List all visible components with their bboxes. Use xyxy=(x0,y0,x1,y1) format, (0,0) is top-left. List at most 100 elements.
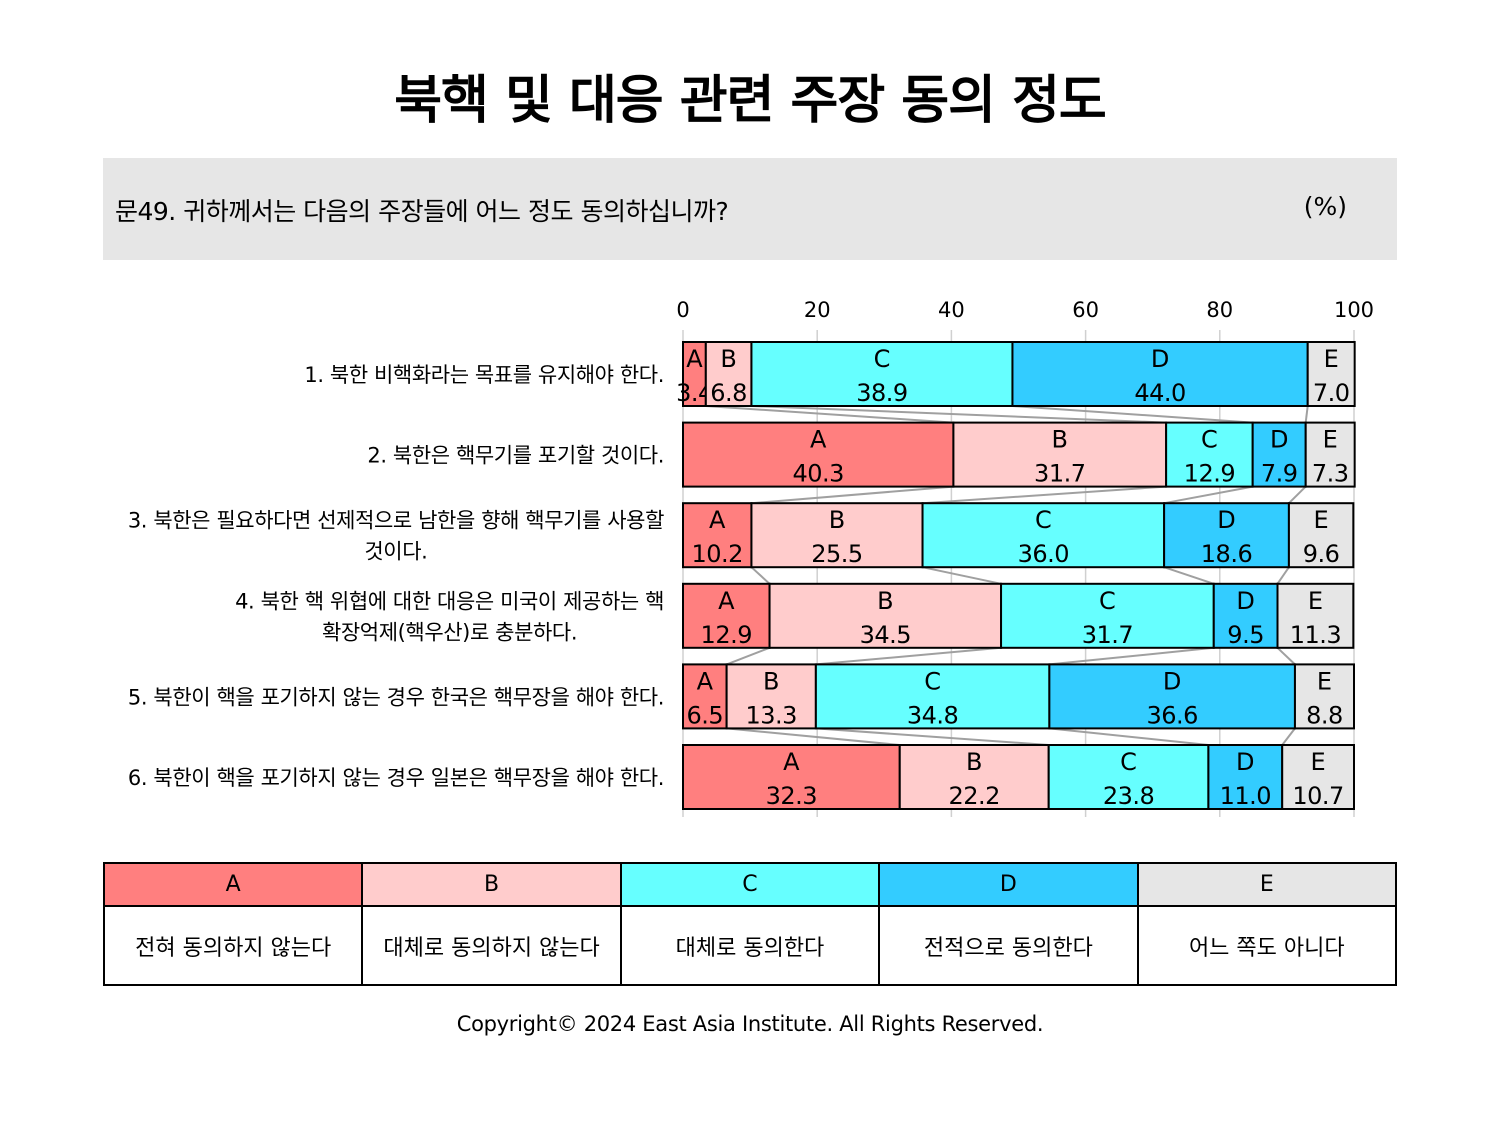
bar-value-label: 18.6 xyxy=(1201,540,1252,568)
category-label: 것이다. xyxy=(364,540,427,564)
category-label: 5. 북한이 핵을 포기하지 않는 경우 한국은 핵무장을 해야 한다. xyxy=(128,685,664,709)
copyright-notice: Copyright© 2024 East Asia Institute. All… xyxy=(456,1012,1044,1036)
bar-value-label: 36.0 xyxy=(1018,540,1069,568)
bar-value-label: 7.0 xyxy=(1313,379,1350,407)
bar-series-label: B xyxy=(763,667,779,695)
bar-series-label: B xyxy=(877,587,893,615)
bar-series-label: A xyxy=(718,587,735,615)
bar-series-label: D xyxy=(1163,667,1181,695)
question-text: 문49. 귀하께서는 다음의 주장들에 어느 정도 동의하십니까? xyxy=(115,197,729,226)
bar-series-label: E xyxy=(1308,587,1323,615)
bar-series-label: B xyxy=(1052,426,1068,454)
category-label: 3. 북한은 필요하다면 선제적으로 남한을 향해 핵무기를 사용할 xyxy=(128,509,664,533)
series-connector-line xyxy=(1012,405,1253,424)
series-connector-line xyxy=(1304,405,1309,423)
bar-series-label: D xyxy=(1236,587,1254,615)
bar-value-label: 6.8 xyxy=(710,379,747,407)
category-label: 1. 북한 비핵화라는 목표를 유지해야 한다. xyxy=(304,363,664,387)
bar-series-label: A xyxy=(697,667,714,695)
bar-segment-e xyxy=(1276,582,1355,649)
x-tick-label: 80 xyxy=(1206,298,1233,322)
bar-segment-c xyxy=(1165,421,1254,488)
series-connector-line xyxy=(1049,646,1214,666)
x-tick-label: 0 xyxy=(676,298,689,322)
legend-code-b: B xyxy=(361,862,622,907)
bar-value-label: 6.5 xyxy=(686,701,723,729)
bar-value-label: 32.3 xyxy=(766,782,817,810)
bar-value-label: 25.5 xyxy=(811,540,862,568)
legend-label-c: 대체로 동의한다 xyxy=(619,905,881,986)
bar-value-label: 7.3 xyxy=(1312,460,1349,488)
bar-segment-d xyxy=(1011,341,1309,407)
series-connector-line xyxy=(705,405,954,424)
bar-segment-e xyxy=(1287,502,1355,569)
category-label: 2. 북한은 핵무기를 포기할 것이다. xyxy=(367,444,664,468)
bar-value-label: 23.8 xyxy=(1103,782,1154,810)
bar-segment-d xyxy=(1212,582,1279,649)
bar-series-label: B xyxy=(966,748,982,776)
legend-label-e: 어느 쪽도 아니다 xyxy=(1136,905,1398,986)
bar-value-label: 12.9 xyxy=(701,621,752,649)
bar-segment-a xyxy=(682,582,771,649)
legend-table: A B C D E 전혀 동의하지 않는다 대체로 동의하지 않는다 대체로 동… xyxy=(102,862,1398,986)
series-connector-line xyxy=(751,405,1167,424)
series-connector-line xyxy=(922,485,1167,505)
bar-segment-e xyxy=(1281,744,1355,810)
series-connector-line xyxy=(1276,647,1296,666)
series-connector-line xyxy=(1163,485,1253,505)
bar-value-label: 38.9 xyxy=(856,379,907,407)
bar-series-label: A xyxy=(686,345,703,373)
page-title: 북핵 및 대응 관련 주장 동의 정도 xyxy=(394,71,1107,131)
unit-label: (%) xyxy=(1303,192,1347,221)
bar-segment-b xyxy=(750,502,924,569)
bar-series-label: E xyxy=(1323,426,1338,454)
series-connector-line xyxy=(1049,727,1209,746)
bar-value-label: 31.7 xyxy=(1082,621,1133,649)
bar-series-label: C xyxy=(874,345,891,373)
question-box: 문49. 귀하께서는 다음의 주장들에 어느 정도 동의하십니까? (%) xyxy=(103,158,1397,260)
series-connector-line xyxy=(751,485,954,505)
series-connector-line xyxy=(1288,485,1307,504)
bar-segment-e xyxy=(1306,341,1356,407)
bar-value-label: 10.2 xyxy=(692,540,743,568)
x-tick-label: 60 xyxy=(1072,298,1099,322)
x-tick-label: 20 xyxy=(804,298,831,322)
bar-value-label: 7.9 xyxy=(1261,460,1298,488)
legend-header-row: A B C D E xyxy=(102,862,1398,907)
bar-segment-d xyxy=(1048,663,1296,730)
bar-segment-c xyxy=(1000,582,1215,649)
bar-series-label: D xyxy=(1236,748,1254,776)
bar-value-label: 11.3 xyxy=(1290,621,1341,649)
bar-series-label: C xyxy=(924,667,941,695)
x-tick-label: 40 xyxy=(938,298,965,322)
bar-segment-c xyxy=(750,341,1014,407)
category-label: 6. 북한이 핵을 포기하지 않는 경우 일본은 핵무장을 해야 한다. xyxy=(128,766,664,790)
bar-series-label: C xyxy=(1099,587,1116,615)
bar-segment-e xyxy=(1293,663,1356,730)
category-label: 4. 북한 핵 위협에 대한 대응은 미국이 제공하는 핵 xyxy=(235,589,664,613)
bar-segment-b xyxy=(704,341,753,407)
legend-label-b: 대체로 동의하지 않는다 xyxy=(361,905,622,986)
bar-series-label: C xyxy=(1201,426,1218,454)
bar-segment-c xyxy=(1047,744,1210,810)
bar-value-label: 12.9 xyxy=(1184,460,1235,488)
bar-value-label: 8.8 xyxy=(1306,701,1343,729)
bar-value-label: 34.5 xyxy=(860,621,911,649)
bar-series-label: B xyxy=(720,345,736,373)
bar-series-label: D xyxy=(1151,345,1169,373)
bar-segment-b xyxy=(725,663,817,730)
bar-series-label: D xyxy=(1217,506,1235,534)
bar-segment-a xyxy=(682,502,753,569)
series-connector-line xyxy=(726,646,770,666)
bar-value-label: 22.2 xyxy=(948,782,999,810)
legend-code-d: D xyxy=(878,862,1139,907)
bar-value-label: 34.8 xyxy=(907,701,958,729)
x-tick-label: 100 xyxy=(1334,298,1374,322)
bar-series-label: E xyxy=(1314,506,1329,534)
legend-code-e: E xyxy=(1136,862,1398,907)
bar-value-label: 31.7 xyxy=(1034,460,1085,488)
legend-description-row: 전혀 동의하지 않는다 대체로 동의하지 않는다 대체로 동의한다 전적으로 동… xyxy=(102,905,1398,986)
series-connector-line xyxy=(726,727,900,746)
bar-series-label: A xyxy=(810,426,827,454)
series-connector-line xyxy=(1281,727,1296,746)
